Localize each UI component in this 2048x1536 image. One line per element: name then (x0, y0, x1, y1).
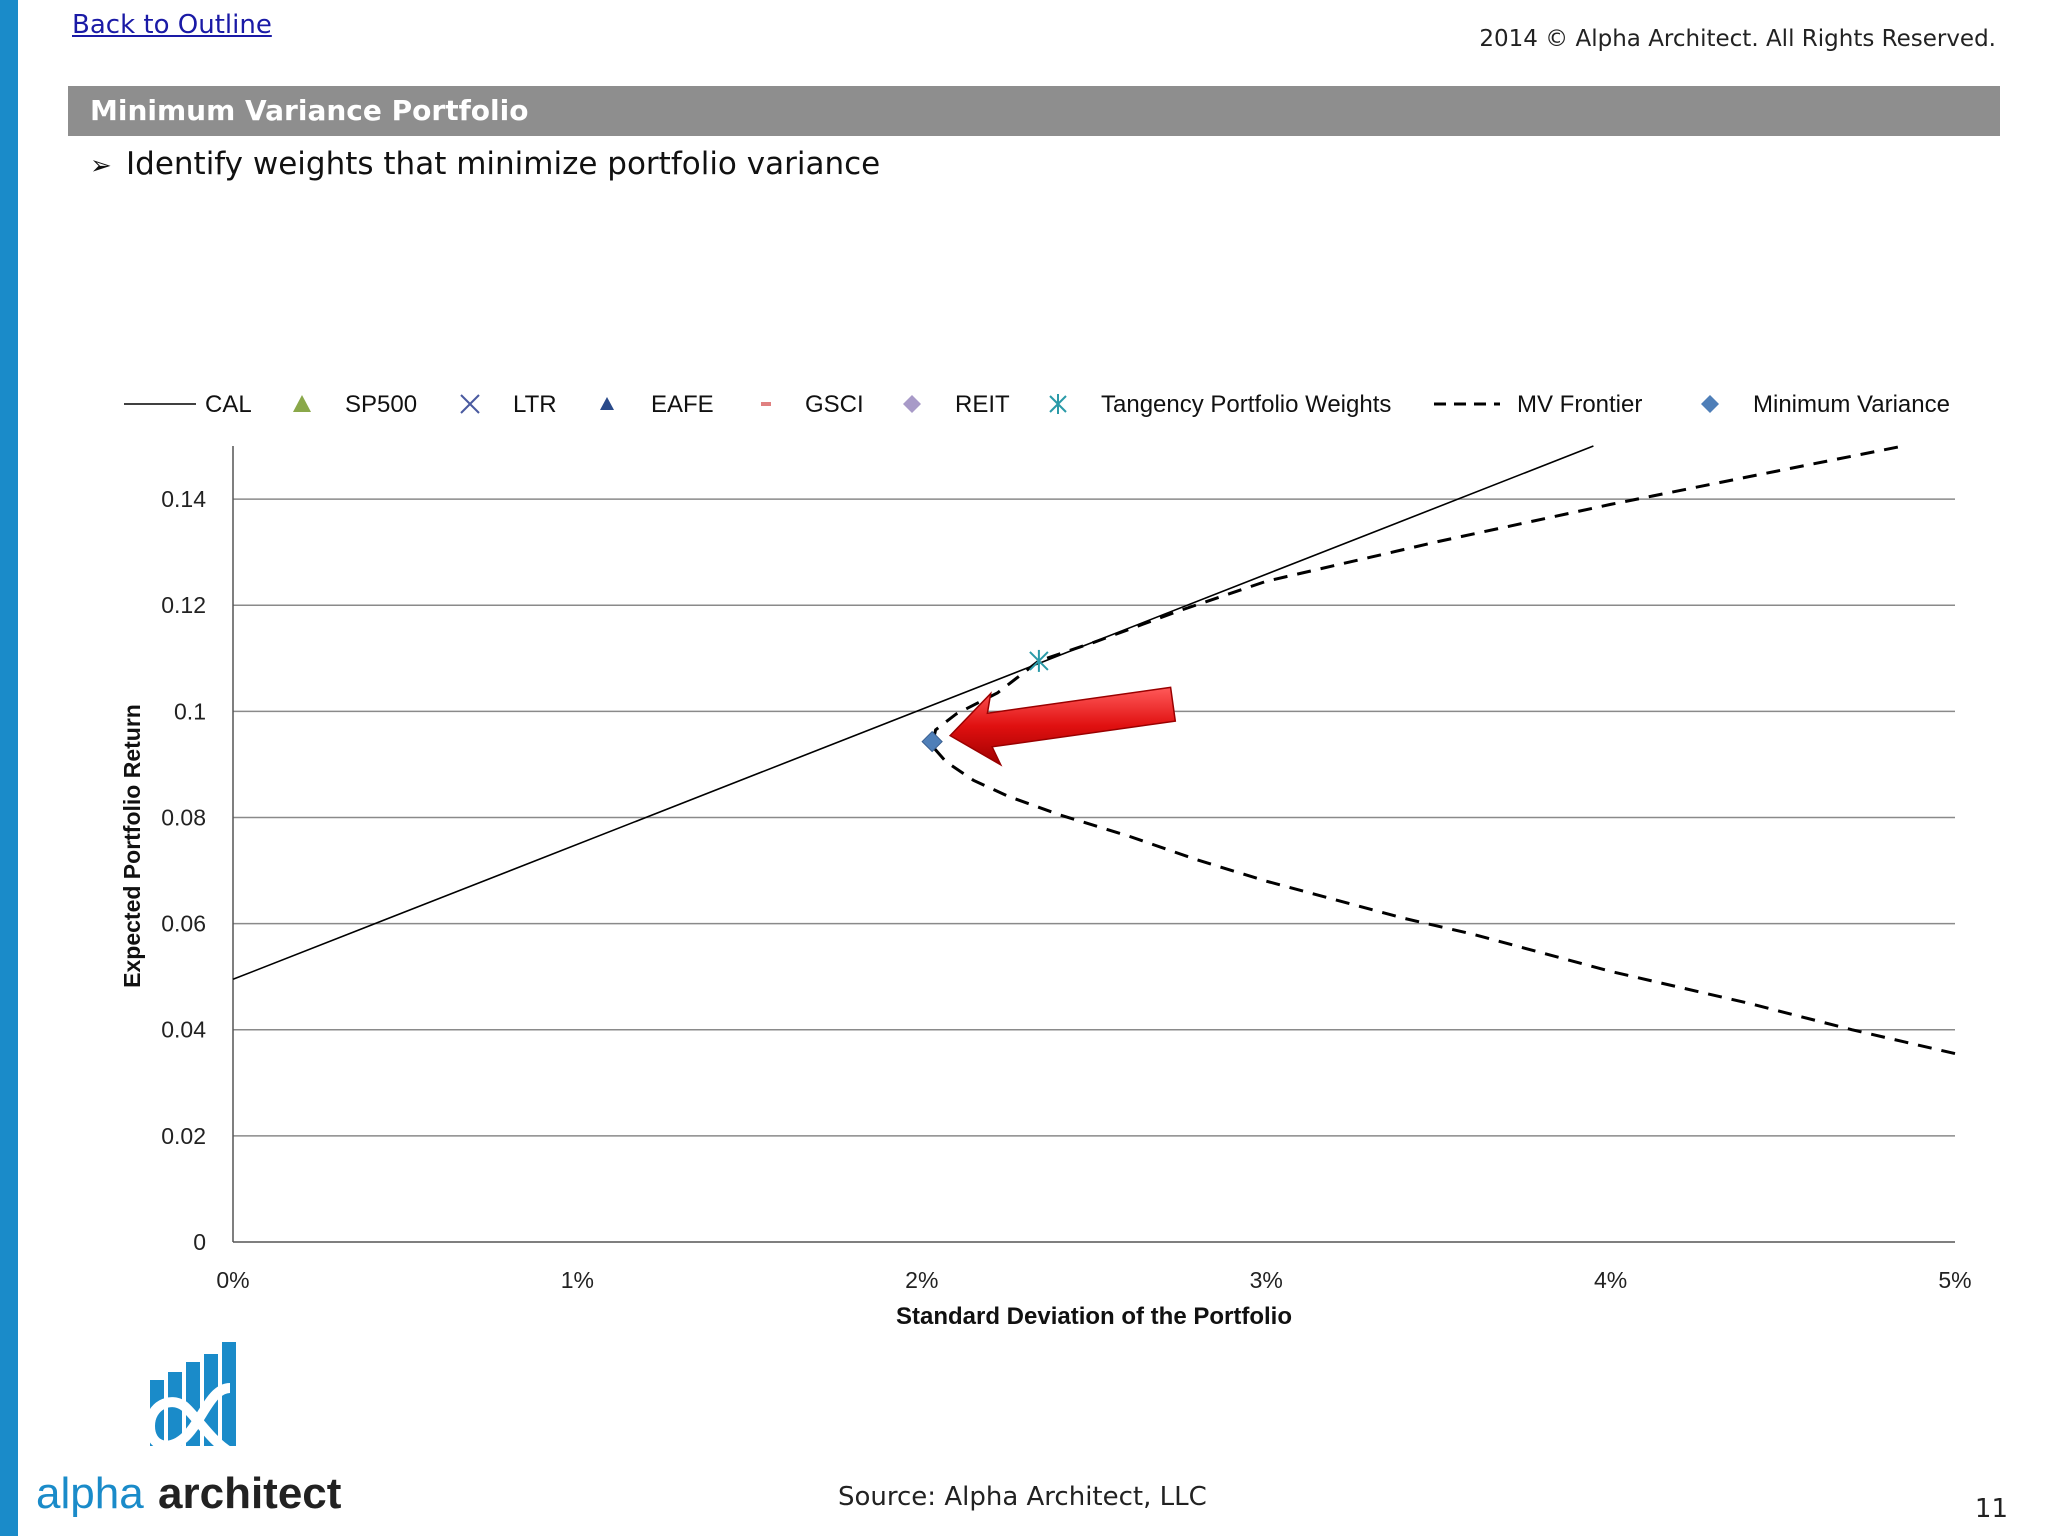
alpha-architect-logo: alpha architect (36, 1342, 342, 1518)
y-axis-label: Expected Portfolio Return (119, 704, 145, 988)
minimum-variance-point (921, 730, 943, 753)
legend-item-ltr: LTR (460, 391, 557, 418)
y-tick-label: 0.06 (161, 911, 206, 937)
logo-text-alpha: alpha (36, 1469, 144, 1518)
x-tick-label: 5% (1938, 1267, 1971, 1293)
slide-title-bar: Minimum Variance Portfolio (68, 86, 2000, 136)
chart-axes (232, 446, 1955, 1243)
y-tick-label: 0.12 (161, 592, 206, 618)
chart-annotation (948, 686, 1177, 767)
left-accent-bar (0, 0, 18, 1536)
series-line-cal (232, 445, 1594, 981)
y-tick-label: 0.02 (161, 1123, 206, 1149)
logo-bars-icon (144, 1342, 236, 1457)
chart-points (921, 649, 1049, 753)
triangle-icon (600, 397, 614, 410)
x-tick-label: 3% (1250, 1267, 1283, 1293)
x-axis-label: Standard Deviation of the Portfolio (896, 1303, 1292, 1330)
page-number: 11 (1974, 1494, 2008, 1524)
legend-item-tangency-portfolio-weights: Tangency Portfolio Weights (1049, 391, 1391, 418)
legend-label: REIT (955, 391, 1010, 418)
x-tick-labels: 0% 1% 2% 3% 4% 5% (216, 1267, 1971, 1293)
y-tick-label: 0.1 (174, 698, 206, 724)
chart-legend: CAL SP500 LTR EAFE GSCI REIT Tangency Portfoli… (124, 391, 1950, 418)
dash-icon (761, 402, 771, 406)
logo-text-architect: architect (158, 1469, 342, 1518)
bullet-point: ➢ Identify weights that minimize portfoli… (90, 146, 880, 182)
legend-label: CAL (205, 391, 252, 418)
legend-item-sp500: SP500 (293, 391, 417, 418)
y-tick-label: 0.08 (161, 804, 206, 830)
bullet-arrow-icon: ➢ (90, 151, 112, 181)
red-arrow-icon (948, 686, 1177, 767)
y-tick-labels: 0 0.02 0.04 0.06 0.08 0.1 0.12 0.14 (161, 486, 206, 1255)
x-tick-label: 1% (561, 1267, 594, 1293)
legend-label: MV Frontier (1517, 391, 1642, 418)
copyright-text: 2014 © Alpha Architect. All Rights Reser… (1479, 26, 1996, 52)
y-tick-label: 0.04 (161, 1017, 206, 1043)
legend-label: Tangency Portfolio Weights (1101, 391, 1391, 418)
chart-gridlines (233, 498, 1955, 1137)
legend-label: GSCI (805, 391, 864, 418)
legend-item-gsci: GSCI (761, 391, 864, 418)
legend-item-cal: CAL (124, 391, 252, 418)
legend-label: Minimum Variance (1753, 391, 1950, 418)
diamond-icon (903, 395, 921, 413)
y-tick-label: 0.14 (161, 486, 206, 512)
bullet-text: Identify weights that minimize portfolio… (126, 146, 881, 182)
legend-label: SP500 (345, 391, 417, 418)
chart: CAL SP500 LTR EAFE GSCI REIT Tangency Portfoli… (119, 391, 1972, 1330)
back-to-outline-link[interactable]: Back to Outline (72, 10, 272, 40)
x-tick-label: 4% (1594, 1267, 1627, 1293)
legend-item-reit: REIT (903, 391, 1010, 418)
legend-item-eafe: EAFE (600, 391, 714, 418)
y-tick-label: 0 (193, 1229, 206, 1255)
x-tick-label: 2% (905, 1267, 938, 1293)
slide-title: Minimum Variance Portfolio (90, 94, 529, 127)
triangle-icon (293, 395, 311, 412)
source-note: Source: Alpha Architect, LLC (838, 1482, 1207, 1512)
tangency-portfolio-point (1029, 649, 1049, 672)
chart-series (232, 444, 1956, 1056)
legend-item-mv-frontier: MV Frontier (1434, 391, 1642, 418)
diamond-icon (1701, 395, 1719, 413)
legend-label: LTR (513, 391, 557, 418)
legend-label: EAFE (651, 391, 714, 418)
x-tick-label: 0% (216, 1267, 249, 1293)
series-line-mv-frontier (930, 444, 1956, 1056)
legend-item-minimum-variance: Minimum Variance (1701, 391, 1950, 418)
